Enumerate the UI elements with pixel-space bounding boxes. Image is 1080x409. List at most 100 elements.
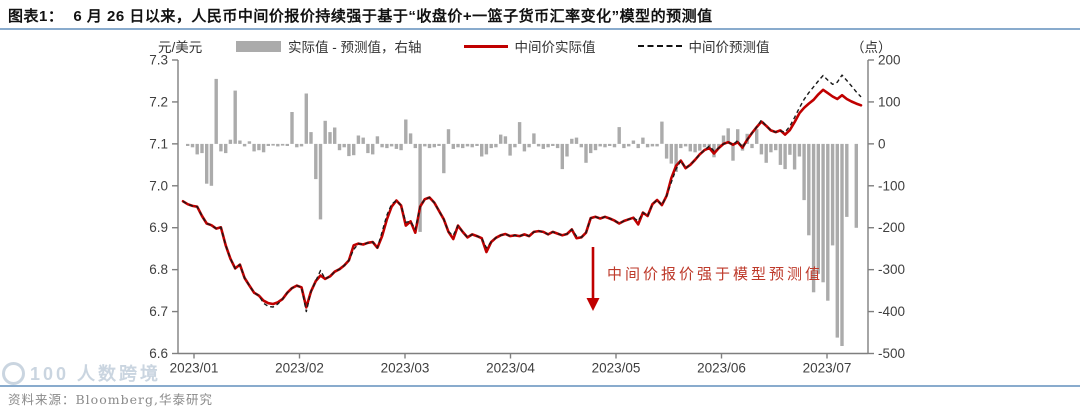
legend-item-diff-bar: 实际值 - 预测值，右轴 bbox=[236, 36, 422, 56]
diff-bar bbox=[664, 143, 669, 159]
diff-bar bbox=[622, 143, 626, 149]
diff-bar bbox=[276, 143, 280, 147]
diff-bar bbox=[693, 143, 697, 153]
title-divider bbox=[0, 28, 1080, 30]
diff-bar bbox=[816, 143, 820, 274]
diff-bar bbox=[774, 143, 778, 151]
diff-bar bbox=[830, 143, 835, 246]
left-axis-tick-label: 7.2 bbox=[149, 94, 168, 109]
figure-title: 6 月 26 日以来，人民币中间价报价持续强于基于“收盘价+一篮子货币汇率变化”… bbox=[73, 8, 713, 25]
diff-bar bbox=[456, 143, 460, 148]
right-axis-tick-label: 200 bbox=[878, 53, 901, 68]
diff-bar bbox=[570, 138, 574, 144]
diff-bar bbox=[702, 143, 707, 148]
diff-bar bbox=[318, 143, 323, 220]
diff-bar bbox=[261, 143, 266, 153]
diff-bar bbox=[465, 143, 470, 147]
right-axis-tick-label: -500 bbox=[878, 346, 905, 361]
annotation-arrow-head-icon bbox=[586, 298, 600, 311]
figure-number: 图表1： bbox=[8, 8, 64, 25]
diff-bar bbox=[205, 143, 209, 184]
diff-bar bbox=[593, 143, 598, 151]
x-axis-tick-label: 2023/06 bbox=[697, 361, 746, 376]
diff-bar bbox=[394, 143, 399, 149]
diff-bar bbox=[257, 143, 261, 151]
right-axis-tick-label: -100 bbox=[878, 178, 905, 193]
diff-bar bbox=[224, 143, 228, 154]
diff-bar bbox=[584, 143, 588, 163]
diff-bar bbox=[432, 143, 436, 148]
right-axis-tick-label: -200 bbox=[878, 220, 905, 235]
diff-bar bbox=[304, 93, 308, 144]
diff-bar bbox=[337, 143, 342, 151]
left-axis-tick-label: 6.8 bbox=[149, 262, 168, 277]
diff-bar bbox=[266, 143, 270, 146]
diff-bar bbox=[252, 143, 256, 152]
diff-bar bbox=[399, 143, 403, 151]
left-axis-tick-label: 7.0 bbox=[149, 178, 168, 193]
legend-item-actual-line: 中间价实际值 bbox=[463, 36, 596, 56]
diff-bar bbox=[807, 143, 811, 236]
diff-bar bbox=[636, 143, 640, 149]
diff-bar bbox=[280, 143, 285, 146]
diff-bar bbox=[427, 143, 432, 149]
diff-bar bbox=[451, 143, 455, 149]
diff-bar bbox=[669, 143, 673, 164]
x-axis-tick-label: 2023/01 bbox=[170, 361, 219, 376]
diff-bar bbox=[290, 112, 294, 144]
left-axis-tick-label: 7.3 bbox=[149, 53, 168, 68]
diff-bar bbox=[845, 143, 849, 217]
diff-bar bbox=[750, 143, 754, 149]
x-axis-tick-label: 2023/04 bbox=[486, 361, 535, 376]
legend-label: 中间价实际值 bbox=[514, 40, 596, 55]
diff-bar bbox=[536, 143, 541, 147]
diff-bar bbox=[731, 143, 735, 161]
diff-bar bbox=[655, 143, 659, 147]
diff-bar bbox=[641, 137, 645, 144]
diff-bar bbox=[333, 127, 337, 144]
diff-bar bbox=[764, 143, 768, 163]
diff-bar bbox=[603, 143, 607, 148]
right-axis-tick-label: 100 bbox=[878, 94, 901, 109]
diff-bar bbox=[494, 143, 498, 148]
diff-bar bbox=[461, 143, 465, 149]
diff-bar bbox=[721, 135, 726, 144]
right-axis-unit-label: （点） bbox=[851, 40, 892, 55]
diff-bar bbox=[190, 143, 195, 148]
red-line-swatch-icon bbox=[463, 44, 508, 48]
diff-bar bbox=[408, 133, 413, 144]
diff-bar bbox=[608, 143, 612, 146]
source-note: 资料来源：Bloomberg,华泰研究 bbox=[8, 392, 213, 407]
right-axis-tick-label: 0 bbox=[878, 136, 886, 151]
diff-bar bbox=[769, 143, 773, 153]
diff-bar bbox=[442, 143, 446, 174]
diff-bar bbox=[352, 143, 356, 156]
diff-bar bbox=[233, 90, 237, 144]
left-axis-unit-label: 元/美元 bbox=[158, 40, 203, 55]
diff-bar bbox=[645, 143, 650, 148]
diff-bar bbox=[347, 143, 351, 157]
diff-bar bbox=[423, 143, 427, 147]
chart-annotation-text: 中间价报价强于模型预测值 bbox=[607, 265, 824, 283]
diff-bar bbox=[200, 143, 204, 154]
diff-bar bbox=[811, 143, 816, 293]
diff-bar bbox=[380, 143, 384, 148]
x-axis-tick-label: 2023/05 bbox=[592, 361, 641, 376]
diff-bar bbox=[617, 127, 621, 144]
diff-bar bbox=[854, 143, 858, 228]
diff-bar bbox=[480, 143, 484, 157]
diff-bar bbox=[522, 143, 527, 152]
diff-bar bbox=[755, 129, 759, 144]
diff-bar bbox=[802, 143, 806, 201]
footer-divider bbox=[0, 385, 1080, 387]
diff-bar bbox=[247, 141, 252, 144]
diff-bar bbox=[503, 136, 508, 144]
diff-bar bbox=[792, 143, 797, 170]
x-axis-tick-label: 2023/02 bbox=[275, 361, 324, 376]
diff-bar bbox=[413, 143, 417, 149]
diff-bar bbox=[759, 143, 764, 155]
diff-bar bbox=[788, 143, 792, 155]
diff-bar bbox=[532, 133, 536, 144]
